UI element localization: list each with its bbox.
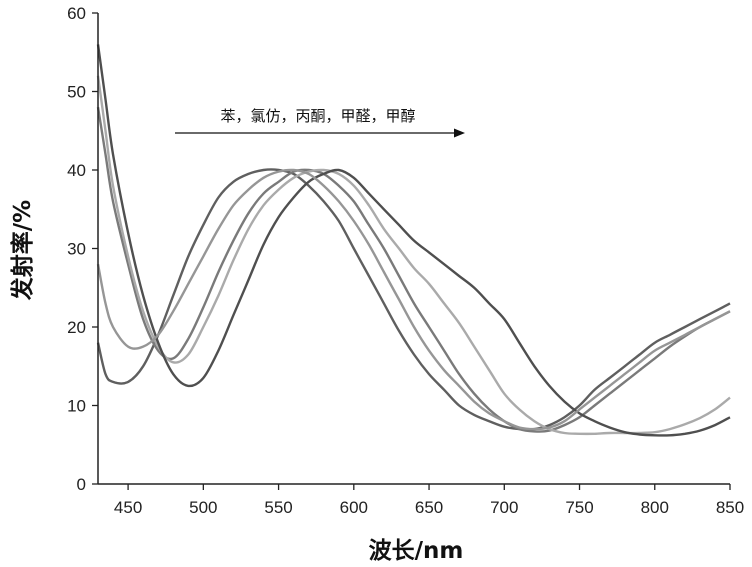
x-tick-label: 550 <box>264 498 292 517</box>
y-tick-label: 10 <box>67 397 86 416</box>
ticks-layer: 450 500 550 600 650 700 750 800 850 0 10 20 30 40 50 60 <box>67 4 744 517</box>
x-tick-label: 700 <box>490 498 518 517</box>
series-line-1 <box>96 168 731 431</box>
x-tick-label: 650 <box>415 498 443 517</box>
x-tick-label: 750 <box>565 498 593 517</box>
y-axis-title: 发射率/% <box>9 200 36 301</box>
annotation-text: 苯，氯仿，丙酮，甲醛，甲醇 <box>220 107 415 125</box>
x-tick-label: 500 <box>189 498 217 517</box>
y-tick-label: 50 <box>67 83 86 102</box>
x-tick-label: 850 <box>716 498 744 517</box>
series-line-2 <box>96 107 731 433</box>
y-tick-label: 30 <box>67 240 86 259</box>
y-tick-label: 40 <box>67 161 86 180</box>
series-layer <box>96 44 731 437</box>
annotation-arrow-head <box>454 128 465 138</box>
series-line-3 <box>96 75 731 436</box>
annotation: 苯，氯仿，丙酮，甲醛，甲醇 <box>175 107 465 138</box>
y-tick-label: 20 <box>67 318 86 337</box>
x-tick-label: 800 <box>641 498 669 517</box>
series-line-5 <box>96 168 731 431</box>
x-tick-label: 450 <box>114 498 142 517</box>
y-tick-label: 0 <box>77 475 86 494</box>
series-line-4 <box>96 44 731 437</box>
y-tick-label: 60 <box>67 4 86 23</box>
x-axis-title: 波长/nm <box>369 538 464 564</box>
x-tick-label: 600 <box>340 498 368 517</box>
